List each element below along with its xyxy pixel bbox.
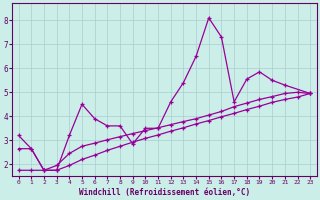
- X-axis label: Windchill (Refroidissement éolien,°C): Windchill (Refroidissement éolien,°C): [79, 188, 250, 197]
